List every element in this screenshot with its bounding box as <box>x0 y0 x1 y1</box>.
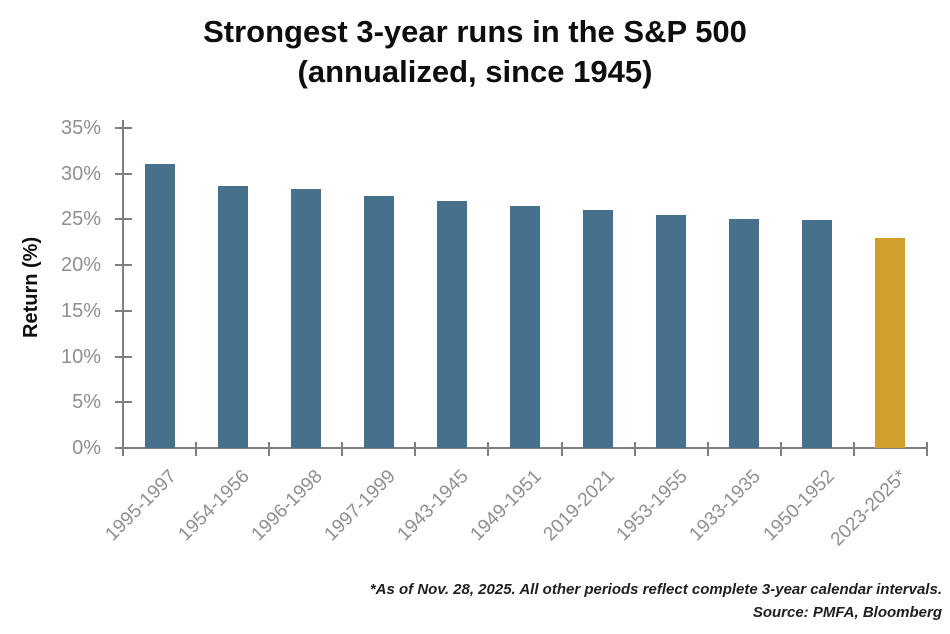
y-axis-tick-label: 20% <box>60 254 101 277</box>
y-axis-tick <box>115 172 132 175</box>
bar-1943-1945 <box>436 201 467 448</box>
bar-1995-1997 <box>144 163 175 448</box>
x-axis-label-1953-1955: 1953-1955 <box>612 466 693 546</box>
y-axis-tick-label: 30% <box>60 162 101 185</box>
bar-1997-1999 <box>363 195 394 448</box>
x-axis-label-1933-1935: 1933-1935 <box>686 466 766 546</box>
bar-1953-1955 <box>656 214 687 448</box>
y-axis-line <box>122 120 124 449</box>
y-axis-tick-label: 0% <box>72 437 101 459</box>
x-axis-tick <box>487 442 490 456</box>
footnote: *As of Nov. 28, 2025. All other periods … <box>370 579 942 624</box>
y-axis-tick <box>115 264 132 267</box>
bar-2019-2021 <box>583 210 614 448</box>
y-axis-tick <box>115 218 132 221</box>
y-axis-tick <box>115 401 132 404</box>
x-axis-tick <box>195 442 198 456</box>
x-axis-tick <box>852 442 855 456</box>
footnote-line-1: *As of Nov. 28, 2025. All other periods … <box>369 581 942 598</box>
bar-1950-1952 <box>802 220 833 448</box>
x-axis-label-1996-1998: 1996-1998 <box>247 466 327 546</box>
x-axis-label-1995-1997: 1995-1997 <box>101 466 181 546</box>
x-axis-tick <box>706 442 709 456</box>
y-axis-tick <box>115 355 132 358</box>
x-axis-tick <box>633 442 636 456</box>
y-axis-tick <box>115 309 132 312</box>
x-axis-tick <box>926 442 928 456</box>
y-axis-tick <box>115 127 132 129</box>
chart-title-line-2: (annualized, since 1945) <box>297 54 653 89</box>
chart-title-line-1: Strongest 3-year runs in the S&P 500 <box>203 14 747 49</box>
x-axis-line <box>122 447 928 449</box>
bar-1996-1998 <box>290 189 321 448</box>
x-axis-label-1949-1951: 1949-1951 <box>466 466 546 546</box>
x-axis-label-1997-1999: 1997-1999 <box>320 466 400 546</box>
x-axis-tick <box>341 442 344 456</box>
y-axis-tick-label: 5% <box>72 391 101 414</box>
x-axis-label-1943-1945: 1943-1945 <box>393 466 473 546</box>
bar-1949-1951 <box>510 205 540 448</box>
bar-2023-2025 <box>875 237 906 448</box>
y-axis-tick-label: 25% <box>60 208 101 231</box>
x-axis-tick <box>779 442 782 456</box>
chart-title: Strongest 3-year runs in the S&P 500 (an… <box>0 12 950 92</box>
x-axis-tick <box>122 442 124 456</box>
x-axis-tick <box>560 442 563 456</box>
plot-area: 0% 5% 10% 15% 20% 25% 30% 35% 1995-1997 1954-1956… <box>61 117 928 550</box>
bar-1933-1935 <box>729 219 760 448</box>
x-axis-label-2019-2021: 2019-2021 <box>539 466 619 546</box>
x-axis-tick <box>268 442 271 456</box>
x-axis-label-2023-2025: 2023-2025* <box>826 466 912 551</box>
y-axis-tick-label: 15% <box>60 299 101 322</box>
footnote-source: Source: PMFA, Bloomberg <box>752 603 942 621</box>
x-axis-label-1954-1956: 1954-1956 <box>174 466 254 546</box>
bar-1954-1956 <box>217 185 248 448</box>
y-axis-tick-label: 35% <box>60 117 101 139</box>
y-axis-tick-label: 10% <box>60 345 101 368</box>
x-axis-tick <box>414 442 417 456</box>
